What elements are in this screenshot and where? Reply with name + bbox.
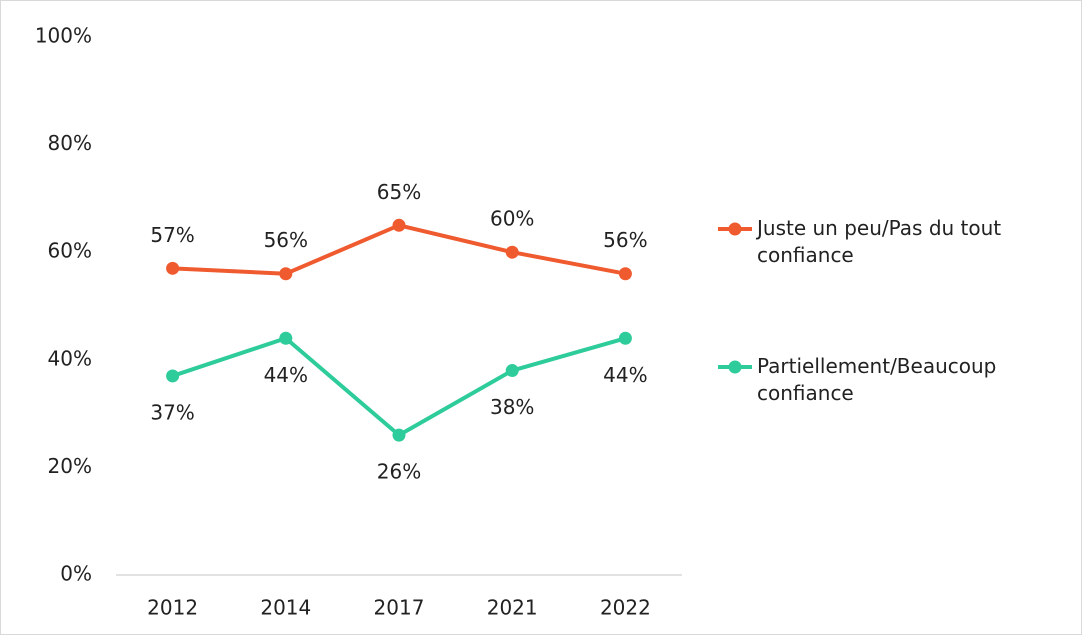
y-tick-label: 20%	[48, 454, 92, 478]
data-label: 56%	[603, 228, 647, 252]
series-line	[171, 336, 626, 438]
legend-marker	[728, 360, 742, 374]
y-tick-label: 80%	[48, 131, 92, 155]
x-tick-label: 2017	[374, 596, 425, 620]
x-tick-label: 2022	[600, 596, 651, 620]
data-label: 65%	[377, 180, 421, 204]
y-tick-label: 40%	[48, 346, 92, 370]
legend-marker	[728, 222, 742, 236]
data-point	[618, 267, 632, 281]
data-point	[392, 428, 406, 442]
data-label: 57%	[150, 223, 194, 247]
data-label: 56%	[264, 228, 308, 252]
data-label: 26%	[377, 460, 421, 484]
x-tick-label: 2021	[487, 596, 538, 620]
y-tick-label: 0%	[60, 562, 92, 586]
data-point	[392, 218, 406, 232]
y-tick-label: 100%	[35, 24, 92, 48]
legend-label: Juste un peu/Pas du tout confiance	[757, 216, 1002, 267]
y-tick-label: 60%	[48, 239, 92, 263]
x-tick-label: 2012	[147, 596, 198, 620]
legend-label: Partiellement/Beaucoup confiance	[757, 354, 997, 405]
data-point	[279, 267, 293, 281]
x-tick-label: 2014	[260, 596, 311, 620]
data-label: 60%	[490, 207, 534, 231]
data-point	[618, 331, 632, 345]
data-label: 38%	[490, 395, 534, 419]
data-point	[279, 331, 293, 345]
data-label: 37%	[150, 400, 194, 424]
data-point	[166, 261, 180, 275]
data-point	[505, 245, 519, 259]
data-point	[166, 369, 180, 383]
series-line	[172, 223, 626, 276]
data-label: 44%	[264, 363, 308, 387]
data-label: 44%	[603, 363, 647, 387]
data-point	[505, 364, 519, 378]
